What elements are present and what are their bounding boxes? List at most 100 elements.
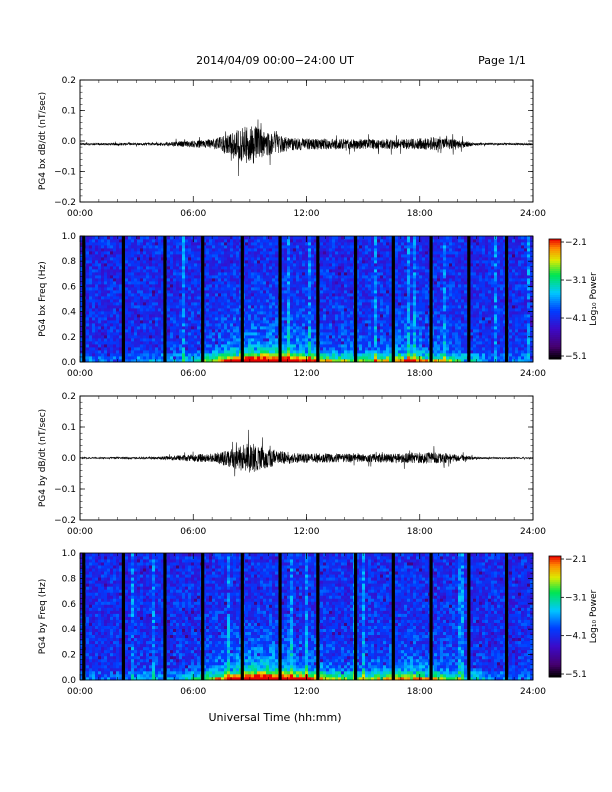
heatmap-cell	[116, 356, 120, 360]
heatmap-cell	[140, 245, 144, 249]
heatmap-cell	[332, 239, 336, 243]
heatmap-cell	[257, 353, 261, 357]
heatmap-cell	[134, 263, 138, 267]
heatmap-cell	[350, 356, 354, 360]
heatmap-cell	[149, 242, 153, 246]
heatmap-cell	[419, 266, 423, 270]
heatmap-cell	[341, 308, 345, 312]
heatmap-cell	[188, 257, 192, 261]
heatmap-cell	[215, 338, 219, 342]
heatmap-cell	[422, 314, 426, 318]
heatmap-cell	[218, 338, 222, 342]
heatmap-cell	[128, 257, 132, 261]
heatmap-cell	[95, 242, 99, 246]
heatmap-cell	[305, 293, 309, 297]
heatmap-cell	[191, 332, 195, 336]
heatmap-cell	[377, 302, 381, 306]
heatmap-cell	[398, 305, 402, 309]
heatmap-cell	[269, 326, 273, 330]
heatmap-cell	[146, 329, 150, 333]
heatmap-cell	[416, 314, 420, 318]
heatmap-cell	[95, 350, 99, 354]
heatmap-cell	[401, 308, 405, 312]
heatmap-cell	[308, 245, 312, 249]
heatmap-cell	[236, 269, 240, 273]
heatmap-cell	[152, 257, 156, 261]
heatmap-cell	[413, 278, 417, 282]
heatmap-cell	[284, 272, 288, 276]
heatmap-cell	[188, 326, 192, 330]
heatmap-cell	[404, 257, 408, 261]
heatmap-cell	[299, 281, 303, 285]
heatmap-cell	[362, 323, 366, 327]
heatmap-cell	[332, 272, 336, 276]
heatmap-cell	[395, 299, 399, 303]
heatmap-cell	[284, 353, 288, 357]
heatmap-cell	[386, 323, 390, 327]
heatmap-cell	[287, 329, 291, 333]
heatmap-cell	[197, 293, 201, 297]
heatmap-cell	[230, 347, 234, 351]
heatmap-cell	[272, 299, 276, 303]
heatmap-cell	[236, 332, 240, 336]
heatmap-cell	[185, 296, 189, 300]
heatmap-cell	[158, 254, 162, 258]
heatmap-cell	[359, 314, 363, 318]
heatmap-cell	[197, 272, 201, 276]
heatmap-cell	[308, 254, 312, 258]
heatmap-cell	[377, 290, 381, 294]
heatmap-cell	[209, 248, 213, 252]
heatmap-cell	[290, 272, 294, 276]
heatmap-cell	[239, 305, 243, 309]
heatmap-cell	[80, 296, 84, 300]
heatmap-cell	[176, 317, 180, 321]
heatmap-cell	[275, 269, 279, 273]
heatmap-cell	[209, 278, 213, 282]
heatmap-cell	[326, 239, 330, 243]
heatmap-cell	[224, 269, 228, 273]
heatmap-cell	[221, 296, 225, 300]
heatmap-cell	[359, 344, 363, 348]
heatmap-cell	[251, 326, 255, 330]
heatmap-cell	[206, 353, 210, 357]
heatmap-cell	[149, 320, 153, 324]
heatmap-cell	[107, 266, 111, 270]
heatmap-cell	[212, 332, 216, 336]
heatmap-cell	[125, 248, 129, 252]
heatmap-cell	[134, 335, 138, 339]
heatmap-cell	[104, 281, 108, 285]
heatmap-cell	[251, 338, 255, 342]
heatmap-cell	[116, 239, 120, 243]
heatmap-cell	[248, 296, 252, 300]
heatmap-cell	[320, 302, 324, 306]
heatmap-cell	[257, 341, 261, 345]
heatmap-cell	[416, 311, 420, 315]
heatmap-cell	[227, 341, 231, 345]
heatmap-cell	[218, 287, 222, 291]
heatmap-cell	[314, 299, 318, 303]
heatmap-cell	[260, 314, 264, 318]
heatmap-cell	[137, 296, 141, 300]
heatmap-cell	[251, 311, 255, 315]
heatmap-cell	[368, 314, 372, 318]
heatmap-cell	[251, 356, 255, 360]
heatmap-cell	[227, 335, 231, 339]
heatmap-cell	[227, 269, 231, 273]
heatmap-cell	[350, 305, 354, 309]
heatmap-cell	[413, 275, 417, 279]
heatmap-cell	[152, 245, 156, 249]
heatmap-cell	[299, 257, 303, 261]
heatmap-cell	[245, 242, 249, 246]
heatmap-cell	[236, 296, 240, 300]
heatmap-cell	[101, 257, 105, 261]
heatmap-cell	[149, 275, 153, 279]
heatmap-cell	[140, 266, 144, 270]
heatmap-cell	[341, 269, 345, 273]
heatmap-cell	[212, 347, 216, 351]
heatmap-cell	[389, 299, 393, 303]
heatmap-cell	[197, 278, 201, 282]
heatmap-cell	[134, 272, 138, 276]
heatmap-cell	[275, 275, 279, 279]
heatmap-cell	[233, 353, 237, 357]
heatmap-cell	[419, 299, 423, 303]
